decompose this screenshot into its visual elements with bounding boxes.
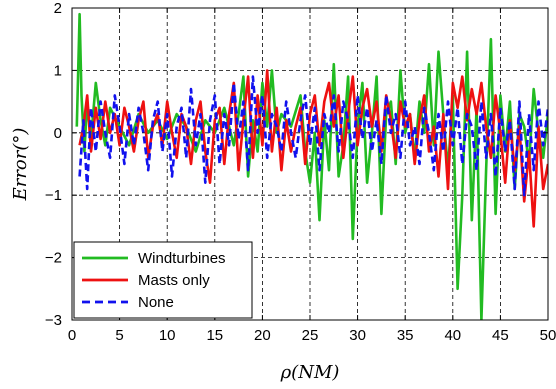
x-tick-label: 20 [254,327,271,344]
x-tick-label: 0 [68,327,76,344]
legend-label: None [138,294,174,311]
x-tick-label: 10 [159,327,176,344]
x-tick-label: 25 [302,327,319,344]
ticks: 0 5 10 15 20 25 30 35 40 45 50 −3 −2 −1 0 1 2 [45,0,556,344]
y-tick-label: 0 [54,125,62,142]
y-tick-label: −2 [45,250,62,267]
legend-label: Windturbines [138,250,226,267]
y-tick-label: −3 [45,312,62,329]
y-tick-label: 2 [54,0,62,17]
x-tick-label: 15 [206,327,223,344]
y-axis-label: Error(°) [10,128,31,202]
x-tick-label: 45 [492,327,509,344]
x-tick-label: 50 [540,327,556,344]
series-line-none [78,75,548,197]
legend-label: Masts only [138,272,210,289]
series-line-masts-only [78,69,548,228]
x-tick-label: 35 [397,327,414,344]
series-group [75,12,548,320]
x-axis-label: ρ(NM) [280,362,340,383]
x-tick-label: 40 [444,327,461,344]
y-tick-label: 1 [54,62,62,79]
legend: Windturbines Masts only None [73,241,253,319]
x-tick-label: 30 [349,327,366,344]
y-tick-label: −1 [45,187,62,204]
x-tick-label: 5 [115,327,123,344]
